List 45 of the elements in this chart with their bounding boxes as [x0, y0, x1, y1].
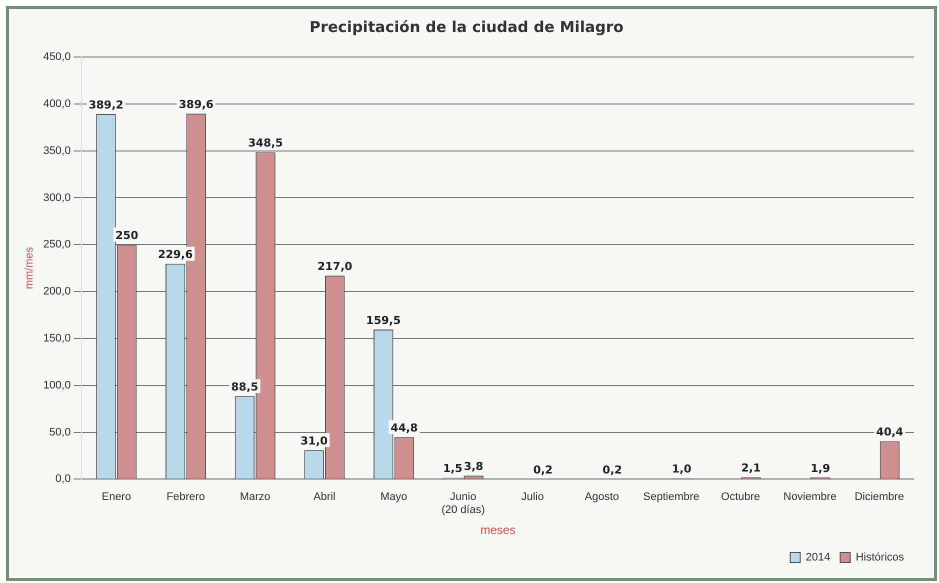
x-tick-label: Enero	[102, 490, 132, 503]
data-label: 348,5	[248, 136, 283, 150]
x-tick-label: Julio	[521, 490, 544, 503]
x-tick-label: Abril	[313, 490, 336, 503]
y-tick-label: 400,0	[43, 98, 71, 110]
data-label: 2,1	[741, 462, 761, 475]
x-tick-label: Junio (20 días)	[441, 490, 485, 516]
data-label: 159,5	[366, 314, 401, 327]
y-tick-label: 50,0	[49, 426, 71, 438]
legend-label: 2014	[806, 552, 830, 564]
x-tick-label: Diciembre	[854, 490, 904, 503]
y-tick-label: 350,0	[43, 144, 71, 157]
y-tick-label: 150,0	[43, 332, 71, 344]
data-label: 1,5	[443, 462, 463, 476]
data-label: 88,5	[231, 380, 258, 394]
data-label: 0,2	[533, 463, 553, 476]
y-tick-label: 200,0	[43, 286, 71, 298]
y-tick-label: 450,0	[43, 51, 71, 64]
data-label: 44,8	[390, 422, 418, 435]
x-tick-label: Marzo	[240, 490, 270, 503]
x-tick-label: Octubre	[721, 490, 760, 503]
chart-title: Precipitación de la ciudad de Milagro	[309, 18, 624, 36]
data-label: 1,0	[672, 462, 692, 476]
data-label: 389,2	[88, 98, 124, 112]
data-label: 1,9	[810, 462, 830, 475]
x-tick-label: Agosto	[584, 490, 620, 503]
data-label: 40,4	[876, 426, 904, 439]
x-tick-label: Febrero	[166, 490, 206, 503]
data-label: 229,6	[158, 248, 194, 262]
y-tick-label: 250,0	[43, 238, 71, 251]
data-label: 389,6	[178, 98, 214, 112]
x-tick-label: Mayo	[380, 490, 408, 503]
x-tick-label: Septiembre	[643, 490, 700, 503]
y-axis-title: mm/mes	[24, 246, 36, 290]
x-axis-title: meses	[480, 523, 516, 538]
data-label: 250	[115, 229, 139, 242]
y-tick-label: 100,0	[43, 379, 71, 392]
data-label: 217,0	[317, 260, 353, 273]
legend-label: Históricos	[856, 552, 904, 564]
data-label: 31,0	[300, 434, 328, 448]
data-label: 0,2	[602, 463, 622, 476]
x-tick-label: Noviembre	[783, 490, 837, 503]
y-tick-label: 300,0	[43, 192, 71, 204]
y-tick-label: 0,0	[55, 473, 71, 486]
data-label: 3,8	[464, 460, 484, 473]
